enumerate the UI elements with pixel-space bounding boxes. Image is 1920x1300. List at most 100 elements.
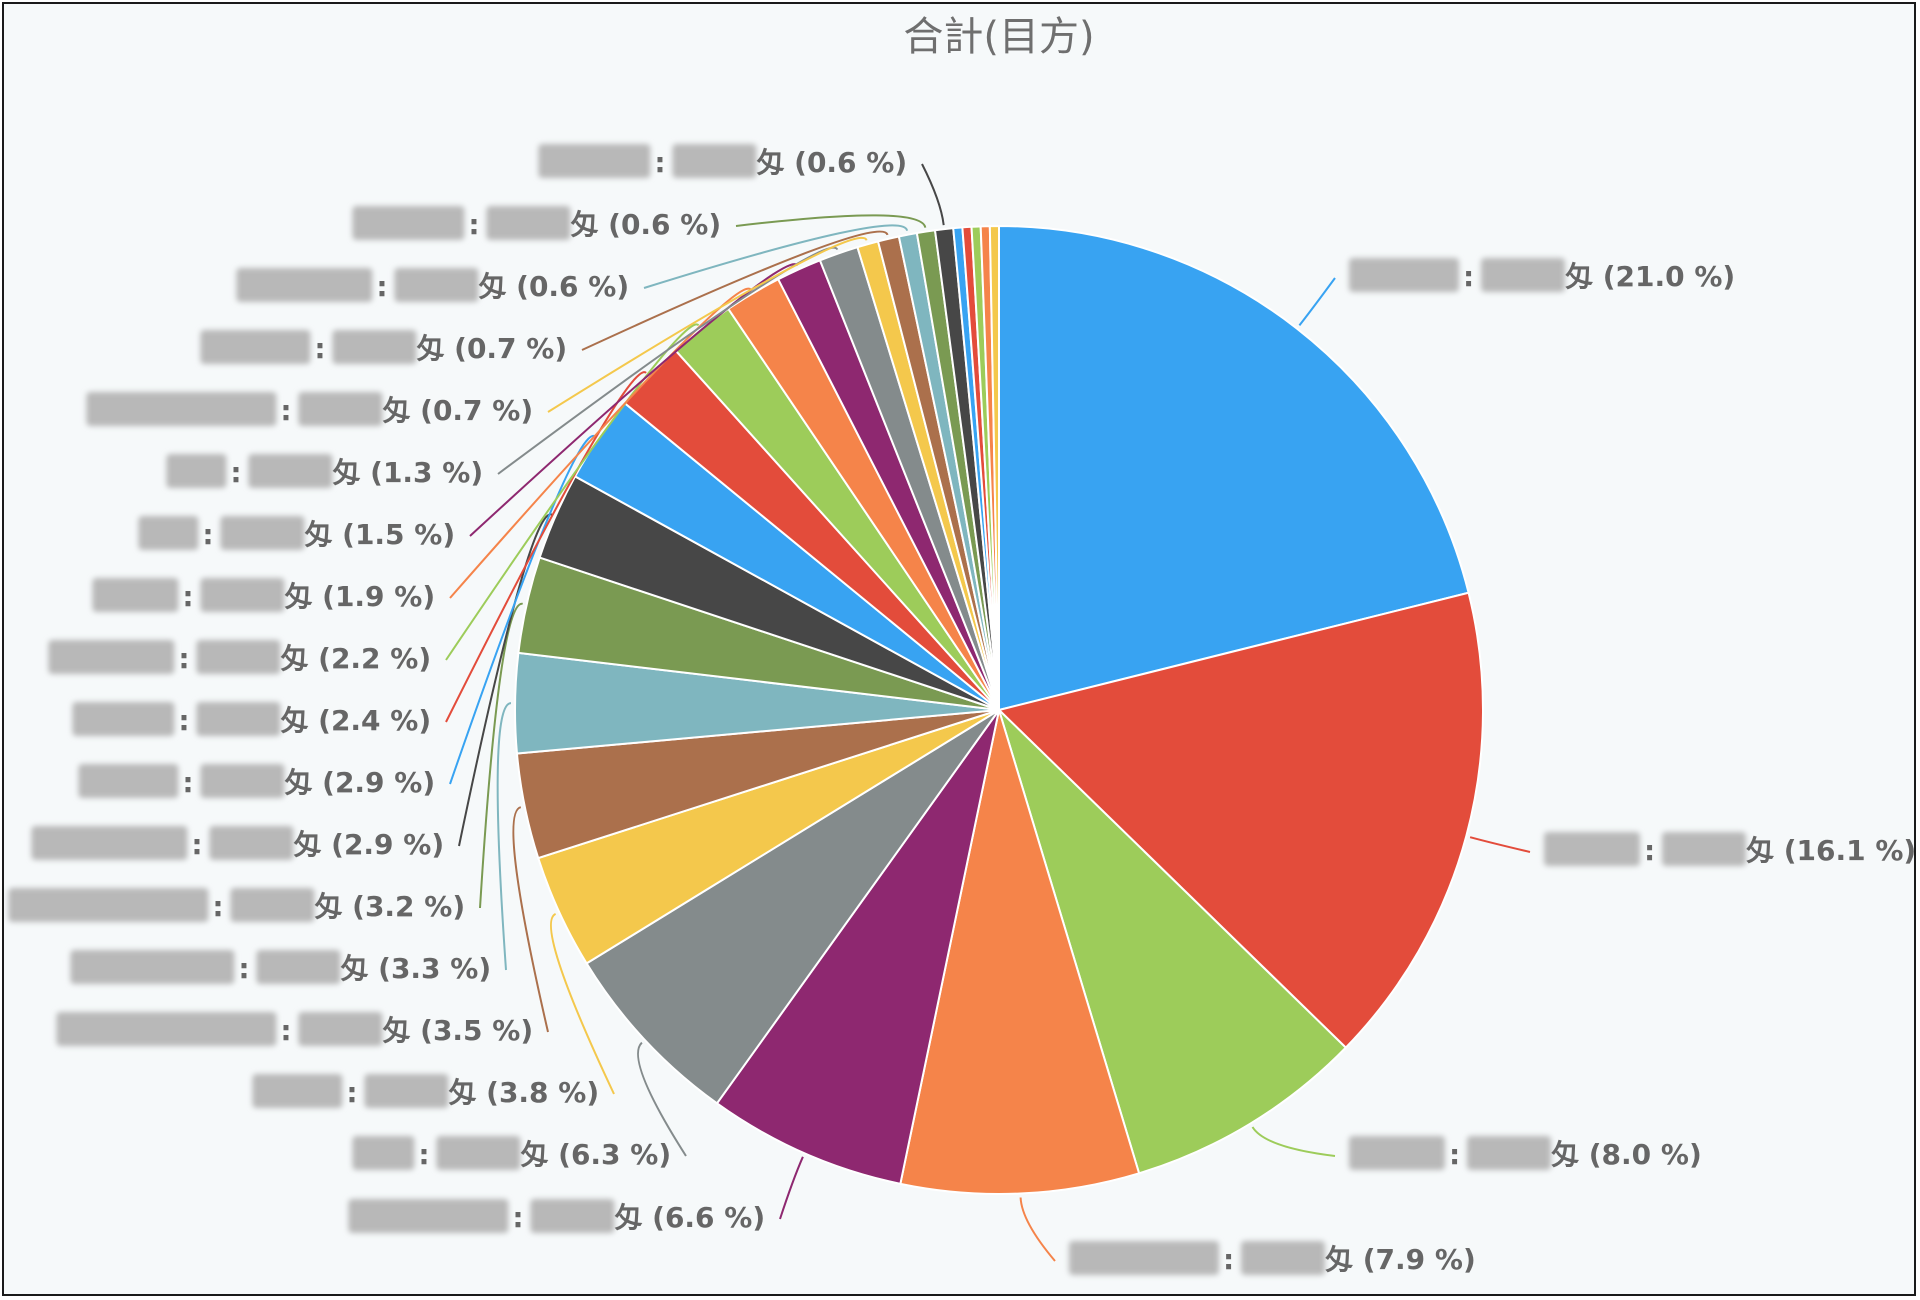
slice-percent-label: 匁 (3.2 %) (314, 890, 465, 923)
slice-percent-label: 匁 (2.9 %) (293, 828, 444, 861)
label-separator: : (512, 1201, 523, 1234)
slice-percent-label: 匁 (21.0 %) (1565, 260, 1735, 293)
slice-label: : 匁 (21.0 %) (1349, 258, 1735, 293)
leader-line (512, 806, 549, 1033)
slice-label: : 匁 (3.8 %) (252, 1074, 599, 1109)
leader-line (1251, 1126, 1336, 1157)
slice-label: : 匁 (1.5 %) (138, 516, 455, 551)
leader-line (735, 214, 927, 228)
slice-label: : 匁 (2.9 %) (78, 764, 435, 799)
slice-percent-label: 匁 (0.6 %) (570, 208, 721, 241)
redacted-value (200, 764, 285, 798)
slice-percent-label: 匁 (0.7 %) (382, 394, 533, 427)
slice-percent-label: 匁 (1.3 %) (332, 456, 483, 489)
redacted-name (48, 640, 175, 674)
redacted-name (70, 950, 235, 984)
slice-percent-label: 匁 (3.5 %) (382, 1014, 533, 1047)
leader-line (637, 1041, 687, 1157)
leader-line (547, 236, 868, 413)
redacted-name (92, 578, 179, 612)
slice-label: : 匁 (8.0 %) (1349, 1136, 1702, 1171)
slice-label: : 匁 (0.6 %) (538, 144, 907, 179)
label-separator: : (178, 642, 189, 675)
redacted-value (1241, 1241, 1325, 1275)
redacted-value (298, 392, 383, 426)
pie-slice[interactable] (998, 224, 1470, 712)
label-separator: : (238, 952, 249, 985)
slice-percent-label: 匁 (3.8 %) (448, 1076, 599, 1109)
pie-chart: 合計(目方) : 匁 (21.0 %): 匁 (16.1 %): 匁 (8.0 %):… (8, 14, 1916, 1276)
pie-slice[interactable] (988, 224, 1000, 711)
slice-label: : 匁 (0.6 %) (352, 206, 721, 241)
slice-label: : 匁 (3.2 %) (8, 888, 465, 923)
label-separator: : (280, 1014, 291, 1047)
redacted-value (1662, 832, 1746, 866)
slice-label: : 匁 (6.3 %) (352, 1136, 671, 1171)
slice-label: : 匁 (3.5 %) (56, 1012, 533, 1047)
label-separator: : (468, 208, 479, 241)
redacted-name (8, 888, 209, 922)
slice-label: : 匁 (6.6 %) (348, 1199, 765, 1234)
slice-percent-label: 匁 (6.3 %) (520, 1138, 671, 1171)
slice-label: : 匁 (7.9 %) (1069, 1241, 1476, 1276)
redacted-name (352, 206, 465, 240)
redacted-name (1349, 258, 1459, 292)
redacted-value (364, 1074, 449, 1108)
slice-label: : 匁 (2.2 %) (48, 640, 431, 675)
redacted-value (196, 702, 281, 736)
slice-percent-label: 匁 (1.5 %) (304, 518, 455, 551)
redacted-name (31, 826, 188, 860)
slice-percent-label: 匁 (2.4 %) (280, 704, 431, 737)
pie-slice[interactable] (715, 709, 1000, 1186)
redacted-name (72, 702, 175, 736)
redacted-name (86, 392, 277, 426)
redacted-value (230, 888, 315, 922)
slice-label: : 匁 (2.9 %) (31, 826, 444, 861)
redacted-name (138, 516, 199, 550)
label-separator: : (1644, 834, 1655, 867)
redacted-value (248, 454, 333, 488)
redacted-value (1467, 1136, 1551, 1170)
label-separator: : (212, 890, 223, 923)
label-separator: : (202, 518, 213, 551)
slice-percent-label: 匁 (0.6 %) (478, 270, 629, 303)
leader-line (1298, 277, 1336, 327)
leader-line (581, 230, 889, 351)
label-separator: : (314, 332, 325, 365)
redacted-value (436, 1136, 521, 1170)
redacted-value (394, 268, 479, 302)
redacted-value (220, 516, 305, 550)
redacted-name (56, 1012, 277, 1046)
label-separator: : (346, 1076, 357, 1109)
leader-line (479, 602, 523, 909)
slice-percent-label: 匁 (2.2 %) (280, 642, 431, 675)
redacted-value (486, 206, 571, 240)
leader-line (445, 371, 647, 723)
redacted-value (1481, 258, 1565, 292)
leader-lines (445, 163, 1531, 1262)
redacted-name (200, 330, 311, 364)
label-separator: : (1449, 1138, 1460, 1171)
label-separator: : (1463, 260, 1474, 293)
redacted-name (348, 1199, 509, 1233)
label-separator: : (280, 394, 291, 427)
label-separator: : (654, 146, 665, 179)
redacted-name (166, 454, 227, 488)
pie-slice[interactable] (585, 709, 1000, 1105)
slice-label: : 匁 (1.9 %) (92, 578, 435, 613)
slice-percent-label: 匁 (3.3 %) (340, 952, 491, 985)
slice-percent-label: 匁 (0.6 %) (756, 146, 907, 179)
slice-label: : 匁 (2.4 %) (72, 702, 431, 737)
pie-slice[interactable] (997, 591, 1484, 1050)
redacted-name (352, 1136, 415, 1170)
slice-percent-label: 匁 (1.9 %) (284, 580, 435, 613)
slice-percent-label: 匁 (7.9 %) (1325, 1243, 1476, 1276)
redacted-name (236, 268, 373, 302)
pie-slice[interactable] (998, 709, 1348, 1175)
slice-label: : 匁 (0.6 %) (236, 268, 629, 303)
redacted-value (530, 1199, 615, 1233)
label-separator: : (230, 456, 241, 489)
slice-percent-label: 匁 (16.1 %) (1746, 834, 1916, 867)
label-separator: : (178, 704, 189, 737)
pie-slice[interactable] (899, 709, 1141, 1195)
